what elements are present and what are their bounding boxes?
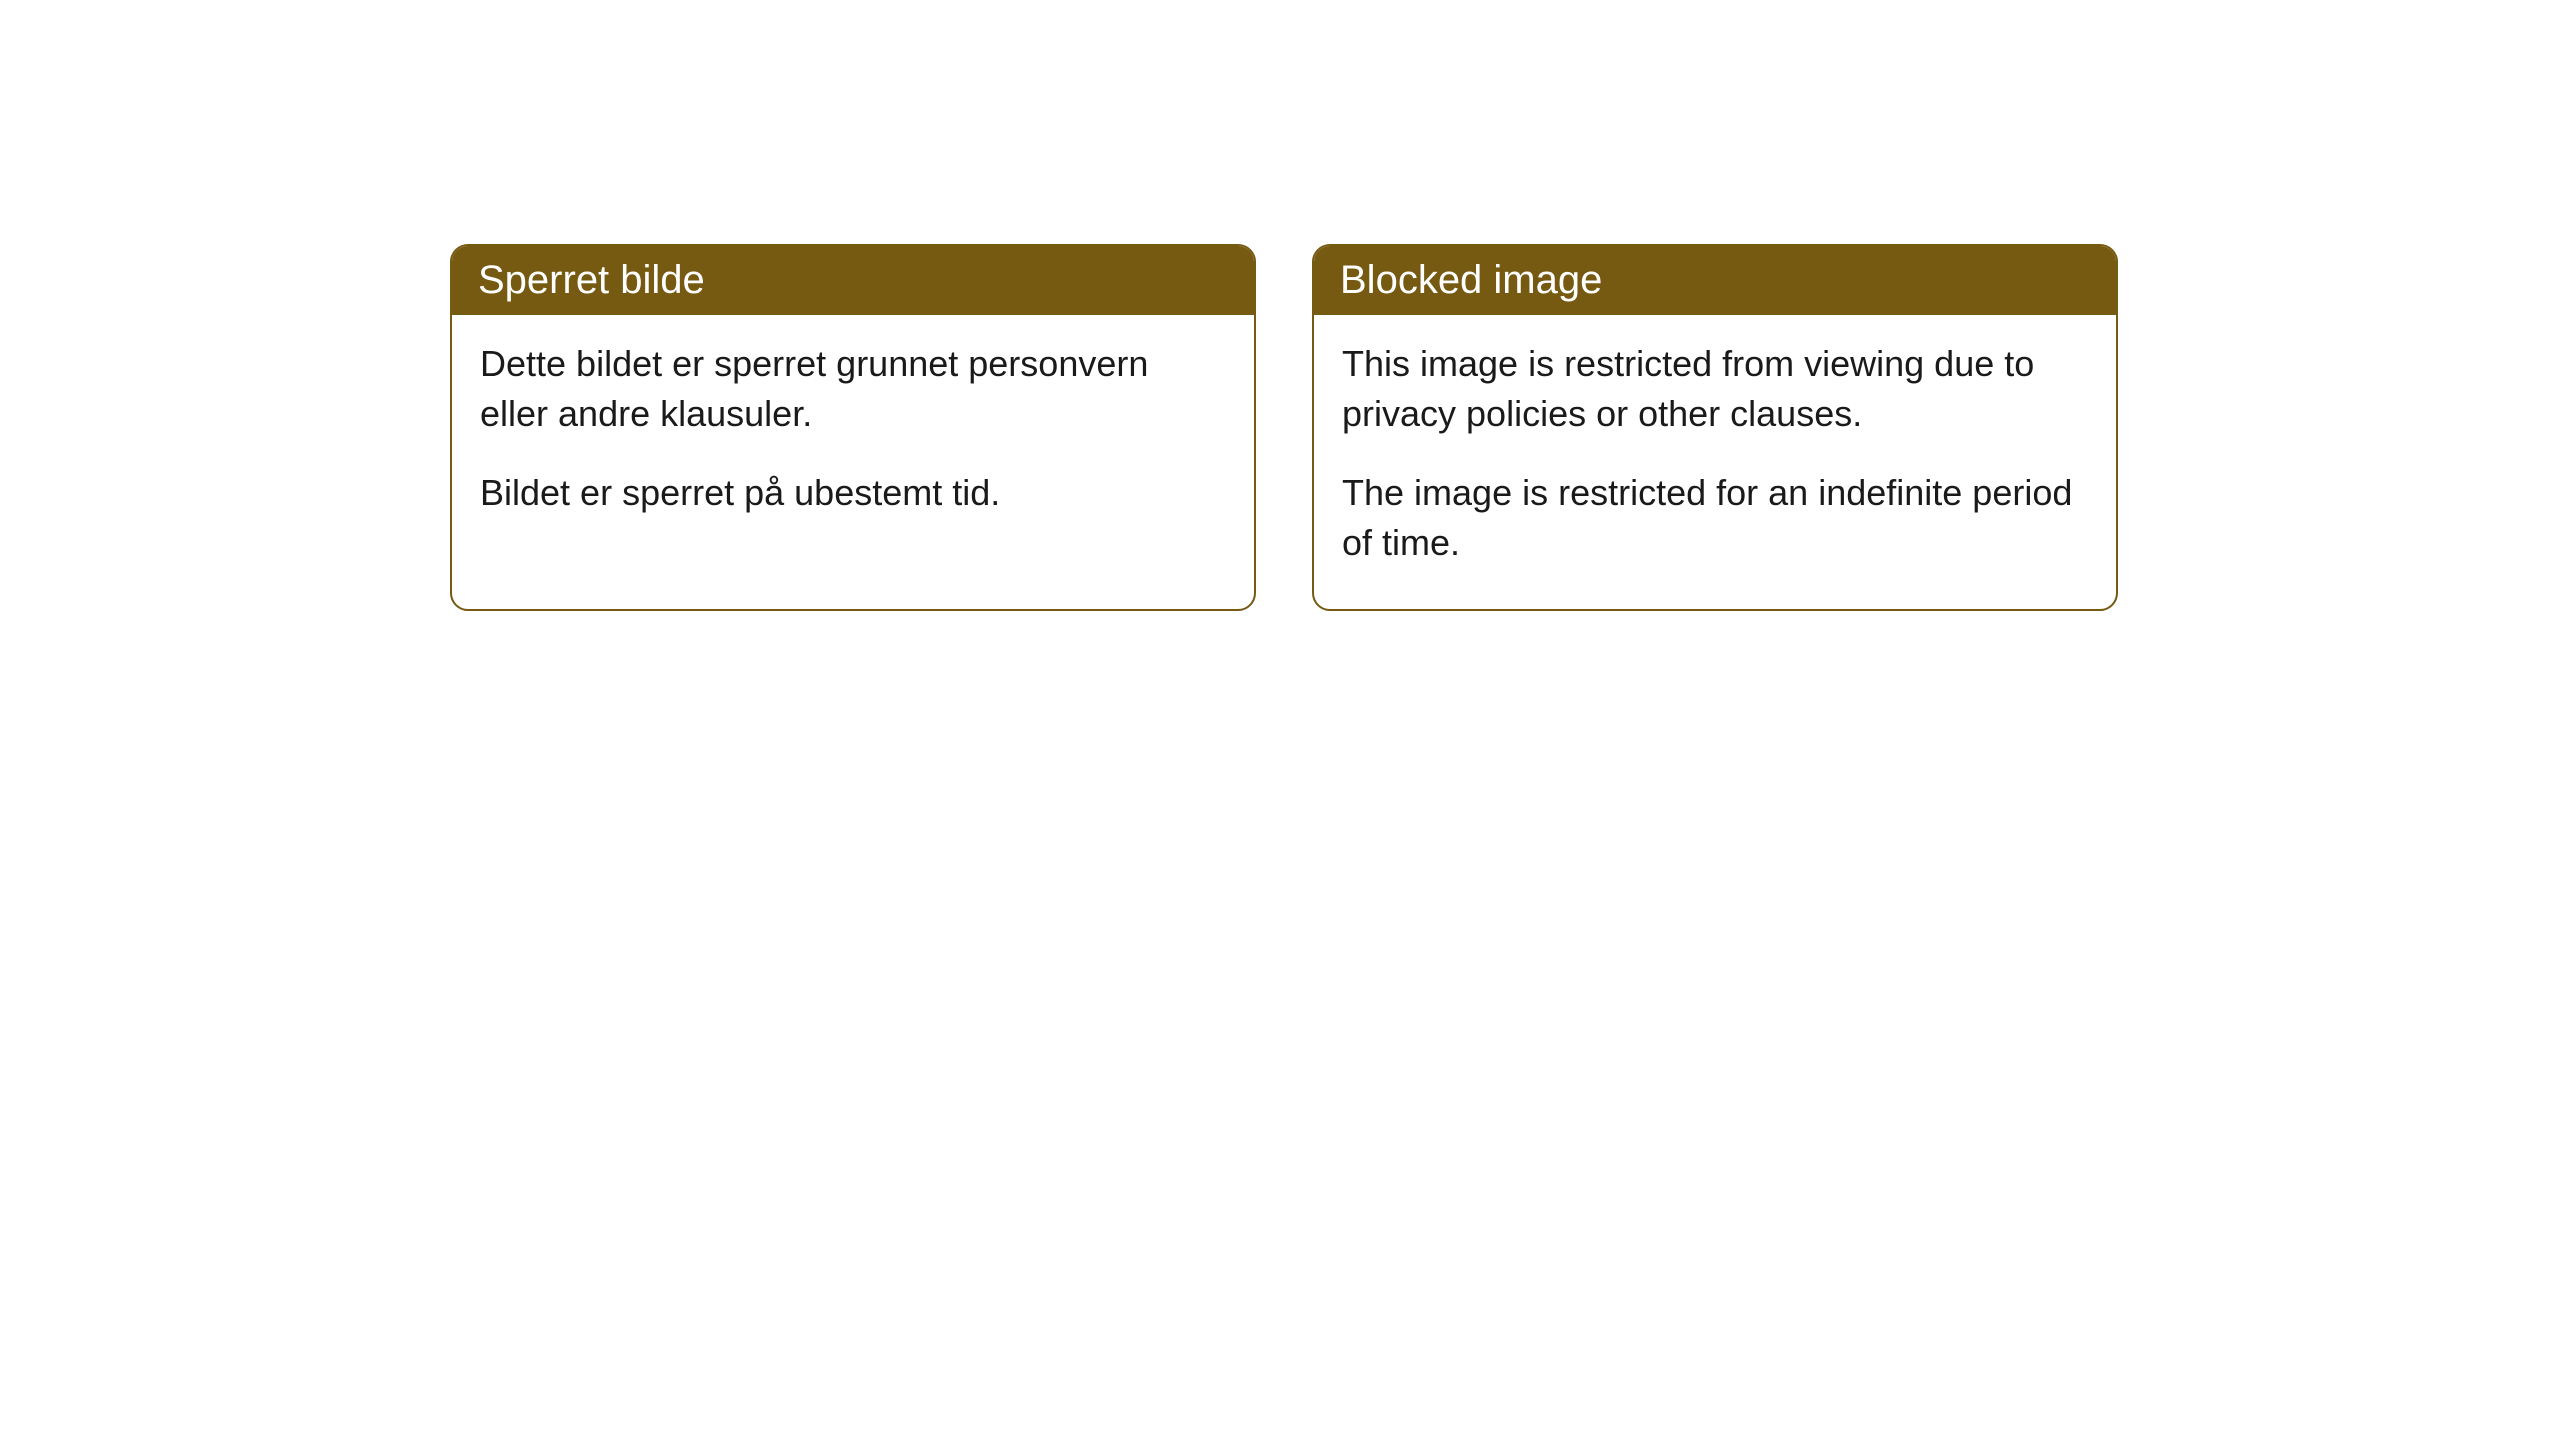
card-header-english: Blocked image: [1314, 246, 2116, 315]
notice-cards-container: Sperret bilde Dette bildet er sperret gr…: [450, 244, 2118, 611]
card-paragraph-2: Bildet er sperret på ubestemt tid.: [480, 468, 1226, 518]
card-body-english: This image is restricted from viewing du…: [1314, 315, 2116, 609]
blocked-image-card-norwegian: Sperret bilde Dette bildet er sperret gr…: [450, 244, 1256, 611]
blocked-image-card-english: Blocked image This image is restricted f…: [1312, 244, 2118, 611]
card-body-norwegian: Dette bildet er sperret grunnet personve…: [452, 315, 1254, 558]
card-paragraph-1: Dette bildet er sperret grunnet personve…: [480, 339, 1226, 440]
card-title: Sperret bilde: [478, 258, 705, 302]
card-paragraph-2: The image is restricted for an indefinit…: [1342, 468, 2088, 569]
card-paragraph-1: This image is restricted from viewing du…: [1342, 339, 2088, 440]
card-title: Blocked image: [1340, 258, 1602, 302]
card-header-norwegian: Sperret bilde: [452, 246, 1254, 315]
